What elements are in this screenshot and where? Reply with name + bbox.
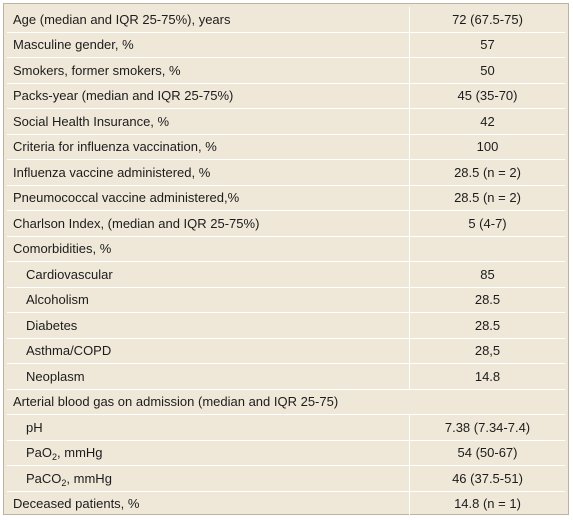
- row-label: Asthma/COPD: [7, 339, 409, 364]
- label-rest: , mmHg: [57, 445, 103, 461]
- row-value: 54 (50-67): [409, 440, 565, 466]
- table-row: Pneumococcal vaccine administered,% 28.5…: [7, 185, 565, 211]
- row-label: Cardiovascular: [7, 262, 409, 288]
- row-value: 28,5: [409, 338, 565, 364]
- row-label: Smokers, former smokers, %: [7, 58, 409, 84]
- row-label: Criteria for influenza vaccination, %: [7, 135, 409, 160]
- row-value: 7.38 (7.34-7.4): [409, 415, 565, 441]
- section-header-blood-gas: Arterial blood gas on admission (median …: [7, 390, 565, 415]
- section-header-comorbidities: Comorbidities, %: [7, 237, 409, 262]
- table-row: Charlson Index, (median and IQR 25-75%) …: [7, 211, 565, 237]
- row-value: 100: [409, 134, 565, 160]
- row-value: 5 (4-7): [409, 211, 565, 237]
- row-value: 28.5 (n = 2): [409, 185, 565, 211]
- label-main: PaO: [26, 445, 53, 461]
- table-row: Masculine gender, % 57: [7, 32, 565, 58]
- table-row: PaO2, mmHg 54 (50-67): [7, 440, 565, 466]
- table-row: Comorbidities, %: [7, 236, 565, 262]
- row-value: 14.8: [409, 364, 565, 390]
- row-value: 45 (35-70): [409, 83, 565, 109]
- label-subscript: 2: [61, 477, 67, 488]
- row-label: Deceased patients, %: [13, 496, 140, 512]
- table-row: Cardiovascular 85: [7, 262, 565, 288]
- table-row: pH 7.38 (7.34-7.4): [7, 415, 565, 441]
- row-label: Social Health Insurance, %: [7, 109, 409, 135]
- table-row: Diabetes 28.5: [7, 313, 565, 339]
- row-label: Packs-year (median and IQR 25-75%): [7, 84, 409, 109]
- label-rest: , mmHg: [66, 470, 112, 486]
- row-label: Influenza vaccine administered, %: [7, 160, 409, 186]
- row-value: [409, 236, 565, 262]
- row-label: Charlson Index, (median and IQR 25-75%): [7, 211, 409, 237]
- label-main: PaCO: [26, 470, 62, 486]
- row-value: 42: [409, 109, 565, 135]
- row-value: 72 (67.5-75): [409, 7, 565, 33]
- row-label: Neoplasm: [7, 364, 409, 390]
- row-value: 28.5: [409, 313, 565, 339]
- row-value: 46 (37.5-51): [409, 466, 565, 492]
- table-row: Influenza vaccine administered, % 28.5 (…: [7, 160, 565, 186]
- table-row: Social Health Insurance, % 42: [7, 109, 565, 135]
- table-row: Deceased patients, % 14.8 (n = 1): [7, 491, 565, 516]
- row-value: 28.5: [409, 287, 565, 313]
- row-label: Masculine gender, %: [7, 33, 409, 58]
- row-value: 85: [409, 262, 565, 288]
- row-value: 50: [409, 58, 565, 84]
- row-label: Age (median and IQR 25-75%), years: [7, 7, 409, 33]
- row-value: 14.8 (n = 1): [409, 491, 565, 516]
- label-subscript: 2: [52, 452, 58, 463]
- row-value: 57: [409, 32, 565, 58]
- table-row: Arterial blood gas on admission (median …: [7, 390, 565, 415]
- row-label: PaO2, mmHg: [7, 441, 409, 466]
- table-row: Asthma/COPD 28,5: [7, 338, 565, 364]
- table-row: Neoplasm 14.8: [7, 364, 565, 390]
- row-value: 28.5 (n = 2): [409, 160, 565, 186]
- row-label: Alcoholism: [7, 288, 409, 313]
- table-row: Smokers, former smokers, % 50: [7, 58, 565, 84]
- characteristics-table-frame: Age (median and IQR 25-75%), years 72 (6…: [3, 3, 569, 516]
- row-label: pH: [7, 415, 409, 441]
- table-row: Alcoholism 28.5: [7, 287, 565, 313]
- table-row: Packs-year (median and IQR 25-75%) 45 (3…: [7, 83, 565, 109]
- row-label: PaCO2, mmHg: [7, 466, 409, 492]
- row-label: Pneumococcal vaccine administered,%: [7, 186, 409, 211]
- characteristics-table: Age (median and IQR 25-75%), years 72 (6…: [7, 7, 565, 516]
- table-row: Age (median and IQR 25-75%), years 72 (6…: [7, 7, 565, 33]
- row-label: Diabetes: [7, 313, 409, 339]
- table-row: PaCO2, mmHg 46 (37.5-51): [7, 466, 565, 492]
- table-row: Criteria for influenza vaccination, % 10…: [7, 134, 565, 160]
